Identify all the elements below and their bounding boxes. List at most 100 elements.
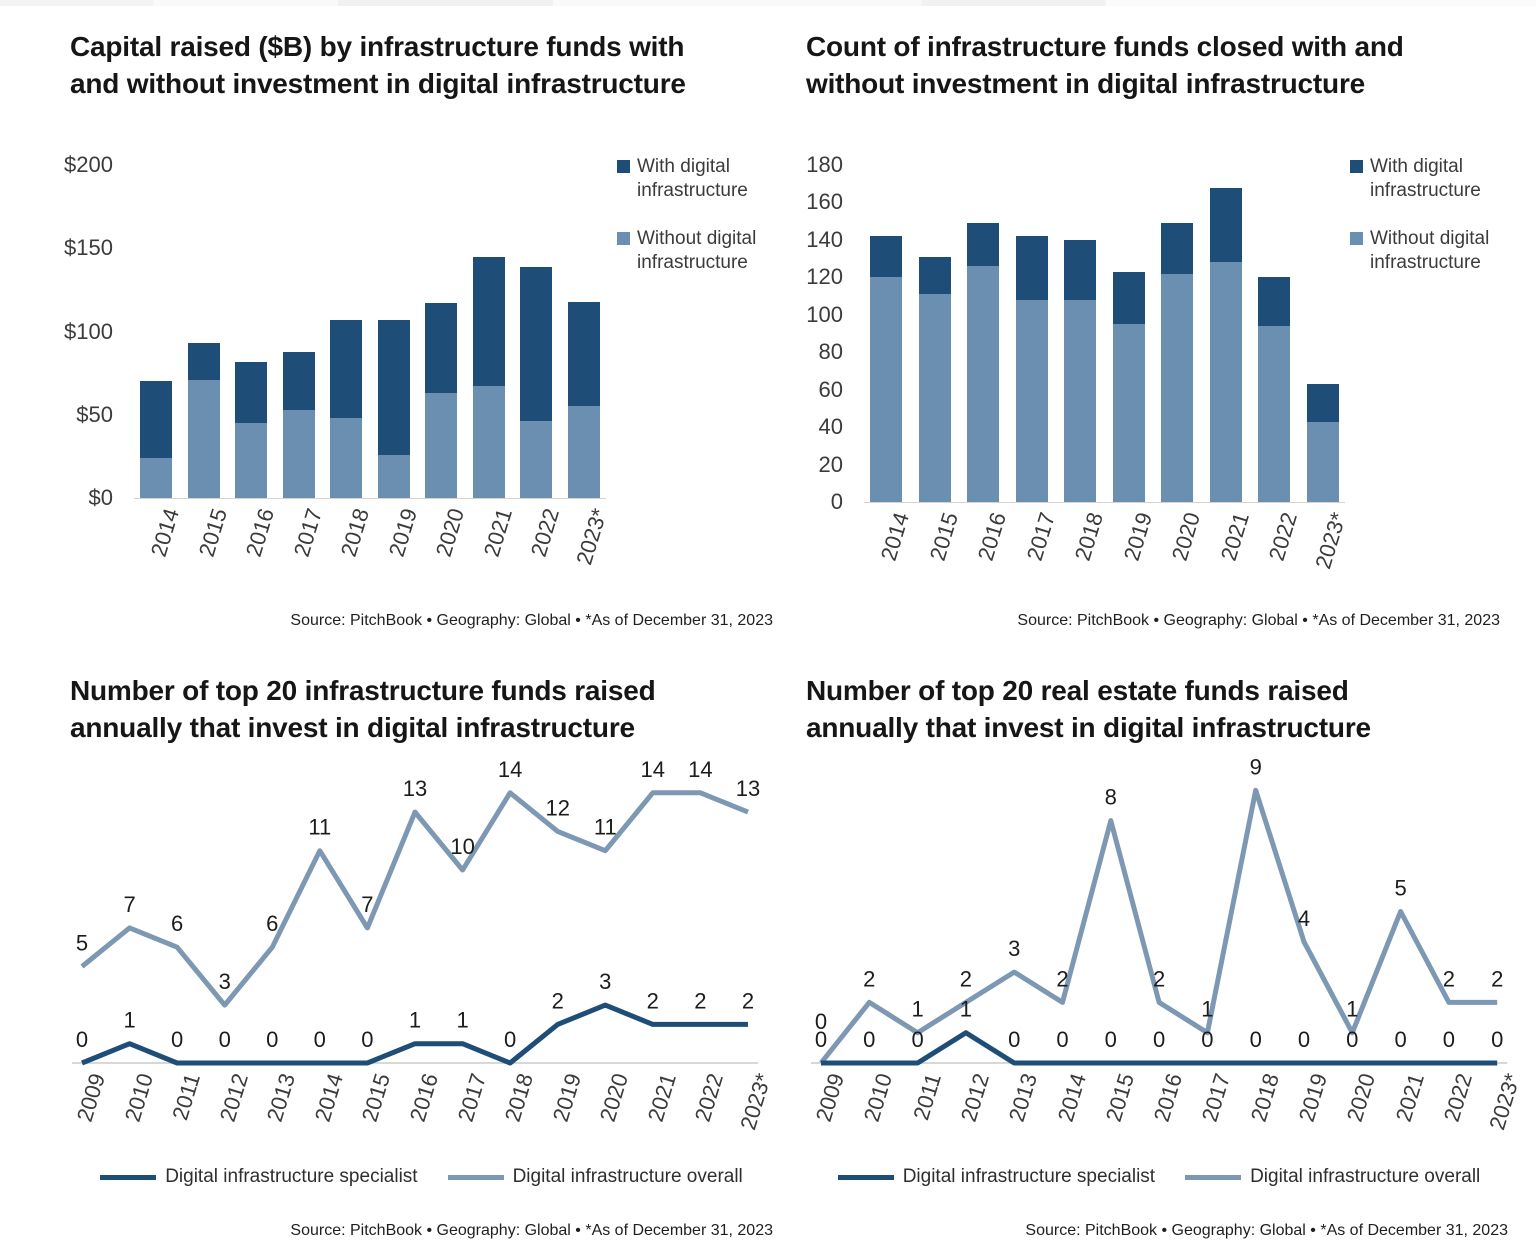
- x-axis-label: 2011: [907, 1070, 946, 1123]
- x-axis-label: 2011: [167, 1070, 206, 1123]
- bar-segment-with: [140, 381, 172, 458]
- data-label: 2: [960, 966, 972, 991]
- data-label: 1: [456, 1008, 468, 1033]
- data-label: 0: [1008, 1027, 1020, 1052]
- data-label: 1: [1346, 997, 1358, 1022]
- bar-column: [187, 343, 220, 498]
- bar-segment-without: [472, 386, 505, 498]
- x-axis-label: 2015: [193, 505, 232, 560]
- data-label: 0: [911, 1027, 923, 1052]
- bar-column: [918, 256, 951, 502]
- chart-top20-infrastructure-funds: Number of top 20 infrastructure funds ra…: [70, 672, 776, 1246]
- chart-title: Number of top 20 infrastructure funds ra…: [70, 672, 656, 746]
- without-digital-swatch-icon: [617, 232, 630, 245]
- x-axis-label: 2015: [1100, 1070, 1139, 1125]
- data-label: 0: [1105, 1027, 1117, 1052]
- x-axis-labels: 2014 2015 2016 2017 2018 2019 2020 2021 2022 2023…: [70, 505, 773, 596]
- x-axis-label: 2014: [875, 509, 914, 564]
- x-axis-label: 2018: [499, 1070, 539, 1125]
- title-line-1: Count of infrastructure funds closed wit…: [806, 31, 1404, 62]
- y-axis: $0 $50 $100 $150 $200: [64, 152, 115, 510]
- bar-column: [1015, 236, 1048, 502]
- chart-title: Capital raised ($B) by infrastructure fu…: [70, 28, 686, 102]
- data-label: 0: [815, 1027, 827, 1052]
- data-label: 0: [1298, 1027, 1310, 1052]
- title-line-2: annually that invest in digital infrastr…: [806, 712, 1371, 743]
- bar-segment-without: [967, 266, 1000, 502]
- y-tick-label: 180: [806, 152, 843, 177]
- data-label: 2: [552, 988, 564, 1013]
- bar-column: [1064, 239, 1097, 502]
- x-axis-label: 2022: [1264, 509, 1303, 564]
- bar-segment-with: [1258, 277, 1291, 326]
- x-axis-label: 2013: [262, 1070, 301, 1125]
- title-line-1: Number of top 20 real estate funds raise…: [806, 675, 1349, 706]
- bar-segment-with: [1161, 223, 1194, 274]
- data-label: 13: [403, 776, 427, 801]
- source-line: Source: PitchBook • Geography: Global • …: [1025, 1222, 1508, 1239]
- y-tick-label: 120: [806, 264, 843, 290]
- bar-column: [377, 319, 410, 498]
- legend-label: Without digital infrastructure: [637, 228, 757, 273]
- x-axis-line: [864, 502, 1345, 503]
- legend-label: Without digital infrastructure: [1370, 228, 1490, 273]
- x-axis-label: 2019: [547, 1070, 586, 1125]
- x-axis-label: 2013: [1003, 1070, 1043, 1125]
- data-label: 0: [1153, 1027, 1165, 1052]
- data-label: 1: [409, 1008, 421, 1033]
- x-axis-line: [134, 498, 606, 499]
- data-label: 0: [504, 1027, 516, 1052]
- bar-segment-without: [282, 409, 315, 498]
- data-label: 0: [1346, 1027, 1358, 1052]
- data-label: 6: [171, 911, 183, 936]
- bar-segment-without: [1307, 421, 1339, 502]
- y-tick-label: 100: [806, 301, 843, 327]
- with-digital-swatch-icon: [1350, 160, 1363, 173]
- x-axis-labels: 2014 2015 2016 2017 2018 2019 2020 2021 2022 2023…: [806, 509, 1512, 600]
- chart-top20-real-estate-funds: Number of top 20 real estate funds raise…: [806, 672, 1525, 1246]
- legend-item-overall: Digital infrastructure overall: [447, 1166, 743, 1188]
- chart-fund-count: Count of infrastructure funds closed wit…: [806, 28, 1512, 660]
- x-axis-label: 2020: [431, 505, 470, 560]
- legend: With digital infrastructure Without digi…: [1350, 155, 1515, 299]
- x-axis-label: 2023*: [1310, 509, 1351, 572]
- x-axis-labels: 2009 2010 2011 2012 2013 2014 2015 2016 2017 2018…: [70, 1070, 776, 1161]
- data-label: 0: [1201, 1027, 1213, 1052]
- x-axis-label: 2015: [924, 509, 963, 564]
- data-label: 4: [1298, 906, 1310, 931]
- x-axis-label: 2022: [1438, 1070, 1477, 1125]
- bar-segment-with: [377, 319, 410, 455]
- chart-capital-raised: Capital raised ($B) by infrastructure fu…: [64, 28, 773, 660]
- bar-segment-without: [870, 277, 902, 502]
- bar-segment-with: [235, 361, 268, 424]
- legend-label: Digital infrastructure overall: [512, 1166, 743, 1187]
- bar-column: [520, 266, 553, 498]
- bar-segment-without: [1258, 326, 1291, 502]
- title-line-2: annually that invest in digital infrastr…: [70, 712, 635, 743]
- x-axis-label: 2023*: [571, 505, 612, 568]
- bars-area: [140, 165, 600, 498]
- x-axis-label: 2015: [357, 1070, 396, 1125]
- bar-segment-with: [1015, 236, 1048, 300]
- with-digital-swatch-icon: [617, 160, 630, 173]
- bar-column: [967, 223, 1000, 502]
- data-label: 14: [498, 757, 522, 782]
- data-label: 0: [863, 1027, 875, 1052]
- x-axis-label: 2016: [240, 505, 280, 560]
- bar-segment-without: [235, 423, 268, 498]
- data-label: 14: [688, 757, 712, 782]
- x-axis-label: 2014: [309, 1070, 348, 1125]
- bar-segment-with: [870, 236, 902, 278]
- legend: Digital infrastructure specialist Digita…: [806, 1166, 1512, 1188]
- data-label: 0: [1443, 1027, 1455, 1052]
- legend: With digital infrastructure Without digi…: [617, 155, 782, 299]
- x-axis-label: 2017: [1021, 509, 1060, 564]
- bar-segment-with: [1209, 187, 1242, 263]
- data-label: 0: [171, 1027, 183, 1052]
- source-line: Source: PitchBook • Geography: Global • …: [290, 1222, 773, 1239]
- data-label: 14: [641, 757, 665, 782]
- bar-segment-without: [377, 454, 410, 498]
- source-line: Source: PitchBook • Geography: Global • …: [1017, 612, 1500, 629]
- x-axis-label: 2018: [1245, 1070, 1284, 1125]
